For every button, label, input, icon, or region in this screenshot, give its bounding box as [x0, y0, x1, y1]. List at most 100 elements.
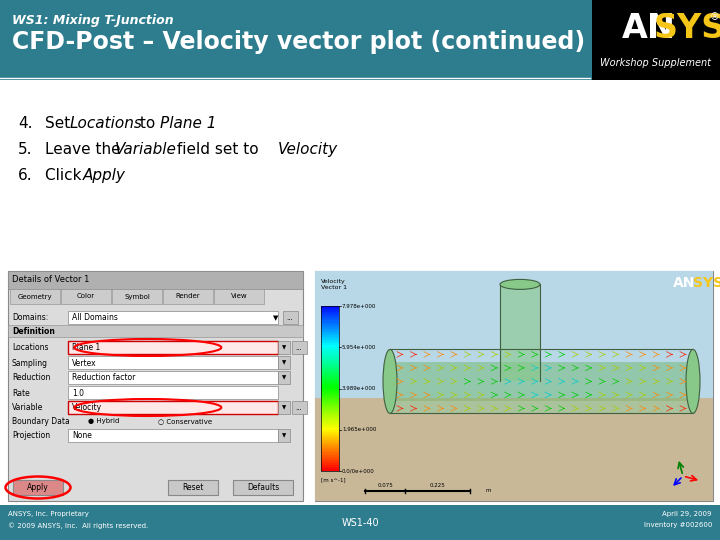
Bar: [321, 435, 339, 438]
Bar: [321, 339, 339, 341]
Bar: [321, 454, 339, 456]
Text: ▼: ▼: [282, 375, 286, 381]
Text: Reset: Reset: [182, 483, 204, 492]
Bar: [315, 271, 713, 501]
Text: ®: ®: [710, 12, 720, 22]
Text: Vertex: Vertex: [72, 359, 96, 368]
Bar: [292, 341, 307, 354]
Text: April 29, 2009: April 29, 2009: [662, 511, 712, 517]
Text: ● Hybrid: ● Hybrid: [88, 418, 120, 424]
Bar: [321, 384, 339, 387]
Bar: [321, 369, 339, 372]
Text: Color: Color: [77, 294, 95, 300]
Text: Velocity
Vector 1: Velocity Vector 1: [321, 279, 347, 290]
Bar: [321, 366, 339, 368]
Bar: [283, 311, 298, 324]
Text: [m s^-1]: [m s^-1]: [321, 477, 346, 482]
Text: Inventory #002600: Inventory #002600: [644, 522, 712, 528]
Bar: [321, 326, 339, 329]
Text: Apply: Apply: [27, 483, 49, 492]
Text: Click: Click: [45, 168, 86, 183]
Bar: [321, 392, 339, 395]
Bar: [321, 376, 339, 378]
Bar: [321, 396, 339, 399]
Text: WS1-40: WS1-40: [341, 517, 379, 528]
Bar: [321, 444, 339, 446]
Bar: [321, 308, 339, 310]
Bar: [321, 374, 339, 376]
Bar: [68, 401, 278, 414]
Bar: [321, 322, 339, 325]
Bar: [321, 450, 339, 453]
Bar: [321, 456, 339, 458]
Bar: [321, 440, 339, 442]
Bar: [321, 431, 339, 434]
Bar: [321, 427, 339, 430]
Bar: [68, 429, 278, 442]
Text: Geometry: Geometry: [18, 294, 53, 300]
Text: 0.0/0e+000: 0.0/0e+000: [342, 469, 374, 474]
Bar: [321, 336, 339, 339]
Text: AN: AN: [673, 276, 696, 290]
Text: AN: AN: [622, 12, 676, 45]
Text: Defaults: Defaults: [247, 483, 279, 492]
Text: Locations: Locations: [70, 116, 143, 131]
Bar: [68, 371, 278, 384]
Bar: [278, 429, 290, 442]
Bar: [0, 0, 720, 80]
Bar: [321, 388, 339, 390]
Bar: [321, 429, 339, 432]
Text: to: to: [135, 116, 160, 131]
Bar: [321, 342, 339, 345]
Bar: [321, 442, 339, 444]
Bar: [321, 464, 339, 467]
Bar: [321, 394, 339, 397]
Bar: [292, 401, 307, 414]
Text: 1.0: 1.0: [72, 388, 84, 397]
Bar: [321, 402, 339, 405]
Bar: [321, 437, 339, 440]
Text: 5.: 5.: [18, 142, 32, 157]
Bar: [68, 341, 278, 354]
Bar: [321, 361, 339, 364]
Text: View: View: [230, 294, 247, 300]
Text: 1.965e+000: 1.965e+000: [342, 427, 377, 432]
Bar: [315, 397, 713, 501]
Bar: [8, 271, 303, 289]
Bar: [315, 271, 713, 397]
Text: ▼: ▼: [282, 346, 286, 350]
Bar: [321, 349, 339, 352]
Bar: [321, 334, 339, 337]
Text: All Domains: All Domains: [72, 314, 118, 322]
Bar: [321, 330, 339, 333]
Bar: [321, 458, 339, 461]
Bar: [321, 306, 339, 308]
Bar: [321, 434, 339, 436]
Bar: [321, 462, 339, 465]
Bar: [61, 289, 111, 304]
Bar: [233, 480, 293, 495]
Bar: [278, 341, 290, 354]
Text: Details of Vector 1: Details of Vector 1: [12, 275, 89, 285]
Bar: [500, 285, 540, 381]
Ellipse shape: [686, 349, 700, 414]
Bar: [321, 312, 339, 314]
Bar: [163, 289, 213, 304]
Bar: [278, 371, 290, 384]
Bar: [278, 356, 290, 369]
Bar: [68, 311, 278, 324]
Text: CFD-Post – Velocity vector plot (continued): CFD-Post – Velocity vector plot (continu…: [12, 30, 585, 54]
Bar: [321, 468, 339, 471]
Bar: [321, 404, 339, 407]
Bar: [321, 367, 339, 370]
Bar: [321, 413, 339, 415]
Text: Symbol: Symbol: [124, 294, 150, 300]
Text: Variable: Variable: [12, 403, 43, 413]
Bar: [321, 328, 339, 330]
Bar: [321, 377, 339, 380]
Text: 4.: 4.: [18, 116, 32, 131]
Text: SYS: SYS: [654, 12, 720, 45]
Ellipse shape: [383, 349, 397, 414]
Text: ▼: ▼: [282, 361, 286, 366]
Bar: [321, 309, 339, 312]
